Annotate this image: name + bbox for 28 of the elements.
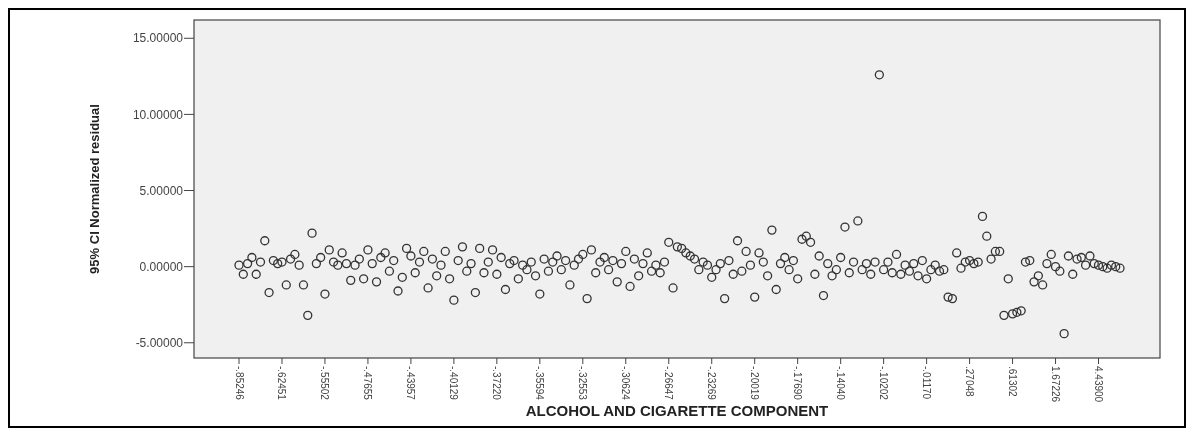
x-tick-label: 1.67226 [1050,366,1062,403]
x-tick-label: -.20019 [749,366,761,401]
y-tick-label: 0.00000 [139,259,184,274]
x-tick-label: .61302 [1007,366,1019,398]
x-tick-label: -.85246 [233,366,245,401]
x-tick-label: -.17690 [792,366,804,401]
x-tick-label: -.37220 [491,366,503,401]
y-tick-label: 5.00000 [139,183,184,198]
x-tick-label: .27048 [964,366,976,398]
x-tick-label: -.32553 [577,366,589,401]
y-axis-title: 95% CI Normalized residual [87,104,102,274]
y-tick-label: -5.00000 [135,335,184,350]
y-tick-label: 10.00000 [132,107,184,122]
x-tick-label: -.10202 [878,366,890,401]
x-tick-label: -.47655 [362,366,374,401]
x-tick-label: -.23269 [706,366,718,401]
x-tick-label: -.62451 [276,366,288,401]
y-tick-label: 15.00000 [132,31,184,46]
x-tick-label: -.35594 [534,366,546,401]
x-tick-label: -.14040 [835,366,847,401]
x-axis-title: ALCOHOL AND CIGARETTE COMPONENT [525,402,829,419]
x-tick-label: -.40129 [448,366,460,401]
x-tick-label: -.55502 [319,366,331,401]
x-tick-label: 4.43900 [1093,366,1105,403]
x-tick-label: -.26647 [663,366,675,401]
x-tick-label: -.43957 [405,366,417,401]
x-tick-label: -.01170 [921,366,933,400]
x-tick-label: -.30624 [620,366,632,401]
